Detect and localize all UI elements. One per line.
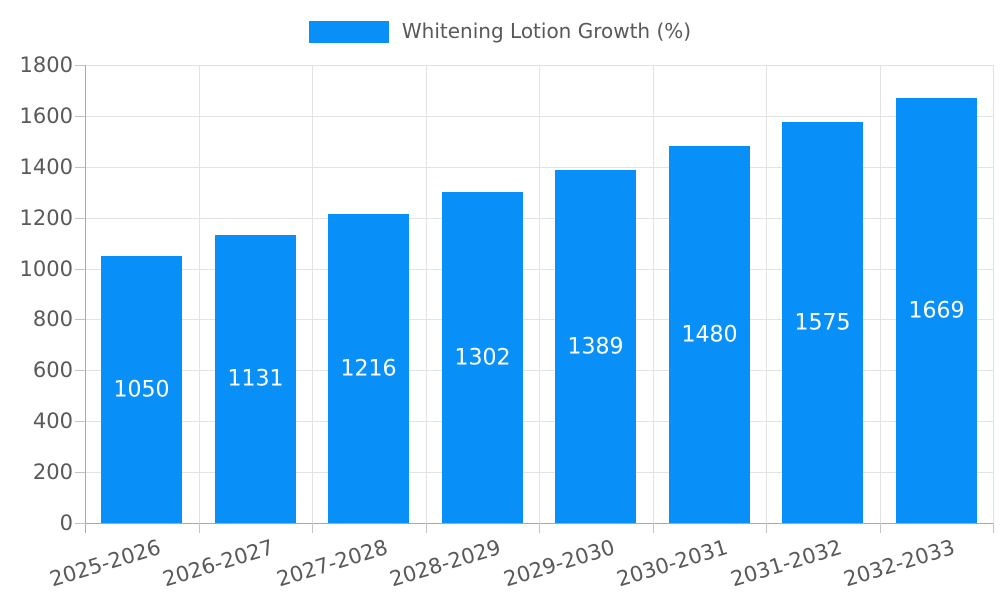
x-gridline — [766, 65, 767, 523]
y-tick-mark — [75, 116, 85, 117]
bar-2028-2029: 1302 — [442, 192, 523, 523]
bar-value-label: 1131 — [227, 366, 284, 392]
y-tick-label: 600 — [32, 358, 73, 382]
y-tick-mark — [75, 370, 85, 371]
x-tick-label: 2027-2028 — [273, 535, 391, 592]
bar-value-label: 1216 — [340, 356, 397, 381]
y-tick-label: 800 — [32, 307, 73, 331]
legend-label: Whitening Lotion Growth (%) — [401, 19, 692, 43]
y-tick-mark — [75, 319, 85, 320]
x-tick-mark — [766, 523, 767, 533]
bar-2027-2028: 1216 — [328, 214, 409, 523]
bar-value-label: 1050 — [113, 377, 170, 402]
plot-area: 0 200 400 600 800 1000 1200 1400 1600 1800 1050 113… — [20, 53, 994, 591]
x-gridline — [880, 65, 881, 523]
y-tick-label: 0 — [59, 511, 73, 535]
bar-2029-2030: 1389 — [555, 170, 636, 523]
y-tick-mark — [75, 472, 85, 473]
x-tick-mark — [880, 523, 881, 533]
y-tick-label: 1600 — [19, 104, 73, 128]
x-gridline — [539, 65, 540, 523]
bar-value-label: 1302 — [454, 345, 511, 370]
y-axis-line — [85, 65, 86, 523]
y-tick-mark — [75, 65, 85, 66]
y-tick-label: 1200 — [19, 206, 73, 230]
x-tick-label: 2030-2031 — [613, 535, 731, 592]
bar-2030-2031: 1480 — [669, 146, 750, 523]
y-tick-mark — [75, 421, 85, 422]
bar-2031-2032: 1575 — [782, 122, 863, 523]
bar-2025-2026: 1050 — [101, 256, 182, 523]
y-tick-label: 400 — [32, 409, 73, 433]
x-tick-mark — [653, 523, 654, 533]
bar-value-label: 1669 — [908, 298, 965, 323]
y-tick-mark — [75, 269, 85, 270]
y-tick-mark — [75, 218, 85, 219]
x-tick-mark — [85, 523, 86, 533]
y-tick-mark — [75, 167, 85, 168]
bar-2026-2027: 1131 — [215, 235, 296, 523]
x-tick-mark — [199, 523, 200, 533]
y-tick-label: 1800 — [19, 53, 73, 77]
y-tick-mark — [75, 523, 85, 524]
x-gridline — [426, 65, 427, 523]
x-tick-label: 2032-2033 — [840, 535, 958, 592]
bar-value-label: 1575 — [794, 310, 851, 335]
x-tick-label: 2031-2032 — [727, 535, 845, 592]
x-gridline — [312, 65, 313, 523]
x-tick-label: 2028-2029 — [386, 535, 504, 592]
y-tick-label: 1000 — [19, 257, 73, 281]
x-tick-label: 2026-2027 — [159, 535, 277, 592]
x-tick-mark — [993, 523, 994, 533]
x-tick-mark — [539, 523, 540, 533]
legend-swatch-icon — [308, 20, 389, 43]
bar-value-label: 1480 — [681, 322, 738, 347]
x-tick-label: 2029-2030 — [500, 535, 618, 592]
bar-value-label: 1389 — [567, 334, 624, 359]
x-gridline — [653, 65, 654, 523]
x-tick-mark — [426, 523, 427, 533]
y-tick-label: 1400 — [19, 155, 73, 179]
x-tick-mark — [312, 523, 313, 533]
legend[interactable]: Whitening Lotion Growth (%) — [0, 20, 1000, 43]
x-gridline — [199, 65, 200, 523]
x-tick-label: 2025-2026 — [46, 535, 164, 592]
y-tick-label: 200 — [32, 460, 73, 484]
bar-2032-2033: 1669 — [896, 98, 977, 523]
x-gridline — [993, 65, 994, 523]
